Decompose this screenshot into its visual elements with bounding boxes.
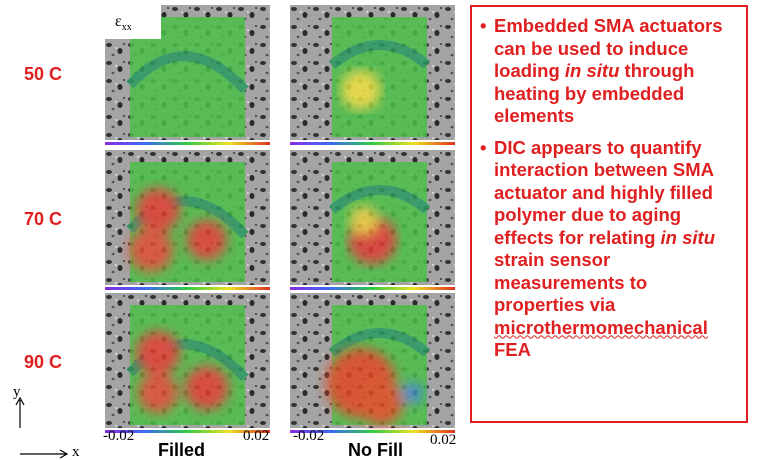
- hot-spot: [341, 70, 381, 110]
- bullet: •Embedded SMA actuators can be used to i…: [480, 15, 740, 128]
- hot-spot: [185, 366, 229, 410]
- scale-min: -0.02: [293, 428, 324, 445]
- axis-arrows: [16, 398, 67, 458]
- dic-images: [0, 0, 470, 460]
- hot-spots: [341, 70, 381, 110]
- dic-tile: [105, 293, 270, 433]
- row-label: 90 C: [24, 352, 62, 373]
- bullet-segment: strain sensor measurements to properties…: [494, 249, 647, 315]
- bullet-dot: •: [480, 137, 494, 362]
- strain-label: εxx: [105, 5, 161, 39]
- column-label: No Fill: [348, 440, 403, 460]
- hot-spot: [350, 206, 378, 234]
- hot-spot: [359, 381, 403, 425]
- strain-field: [130, 305, 245, 425]
- hot-spot: [187, 220, 227, 260]
- hot-spot: [129, 228, 173, 272]
- bullet-text: DIC appears to quantify interaction betw…: [494, 137, 740, 362]
- colorbar: [290, 142, 455, 145]
- colorbar: [290, 287, 455, 290]
- hot-spot: [136, 331, 180, 375]
- strain-field: [332, 162, 427, 282]
- bullet-segment: in situ: [661, 227, 715, 248]
- axis-y-label: y: [13, 384, 21, 401]
- axis-x-label: x: [72, 444, 80, 460]
- scale-max: 0.02: [430, 432, 456, 449]
- bullet-segment: microthermomechanical: [494, 317, 708, 338]
- hot-spot: [138, 373, 178, 413]
- strain-field: [129, 162, 245, 282]
- hot-spot: [136, 188, 180, 232]
- hot-spot: [403, 383, 423, 403]
- dic-tile: [290, 5, 455, 145]
- bullet-segment: in situ: [565, 60, 619, 81]
- slide: εxx 50 C 70 C 90 C -0.02 0.02 -0.02 0.02…: [0, 0, 758, 460]
- column-label: Filled: [158, 440, 205, 460]
- colorbar: [105, 287, 270, 290]
- scale-max: 0.02: [243, 428, 269, 445]
- colorbar: [105, 142, 270, 145]
- bullet-dot: •: [480, 15, 494, 128]
- scale-min: -0.02: [103, 428, 134, 445]
- strain-symbol: ε: [115, 13, 122, 30]
- bullet: •DIC appears to quantify interaction bet…: [480, 137, 740, 362]
- row-label: 70 C: [24, 209, 62, 230]
- row-label: 50 C: [24, 64, 62, 85]
- bullet-segment: FEA: [494, 339, 531, 360]
- dic-tile: [290, 293, 455, 433]
- dic-tile: [290, 150, 455, 290]
- strain-field: [332, 17, 427, 137]
- bullet-box: •Embedded SMA actuators can be used to i…: [470, 5, 748, 423]
- strain-subscript: xx: [122, 22, 132, 33]
- dic-tile: [105, 150, 270, 290]
- strain-field: [326, 305, 427, 425]
- bullet-text: Embedded SMA actuators can be used to in…: [494, 15, 740, 128]
